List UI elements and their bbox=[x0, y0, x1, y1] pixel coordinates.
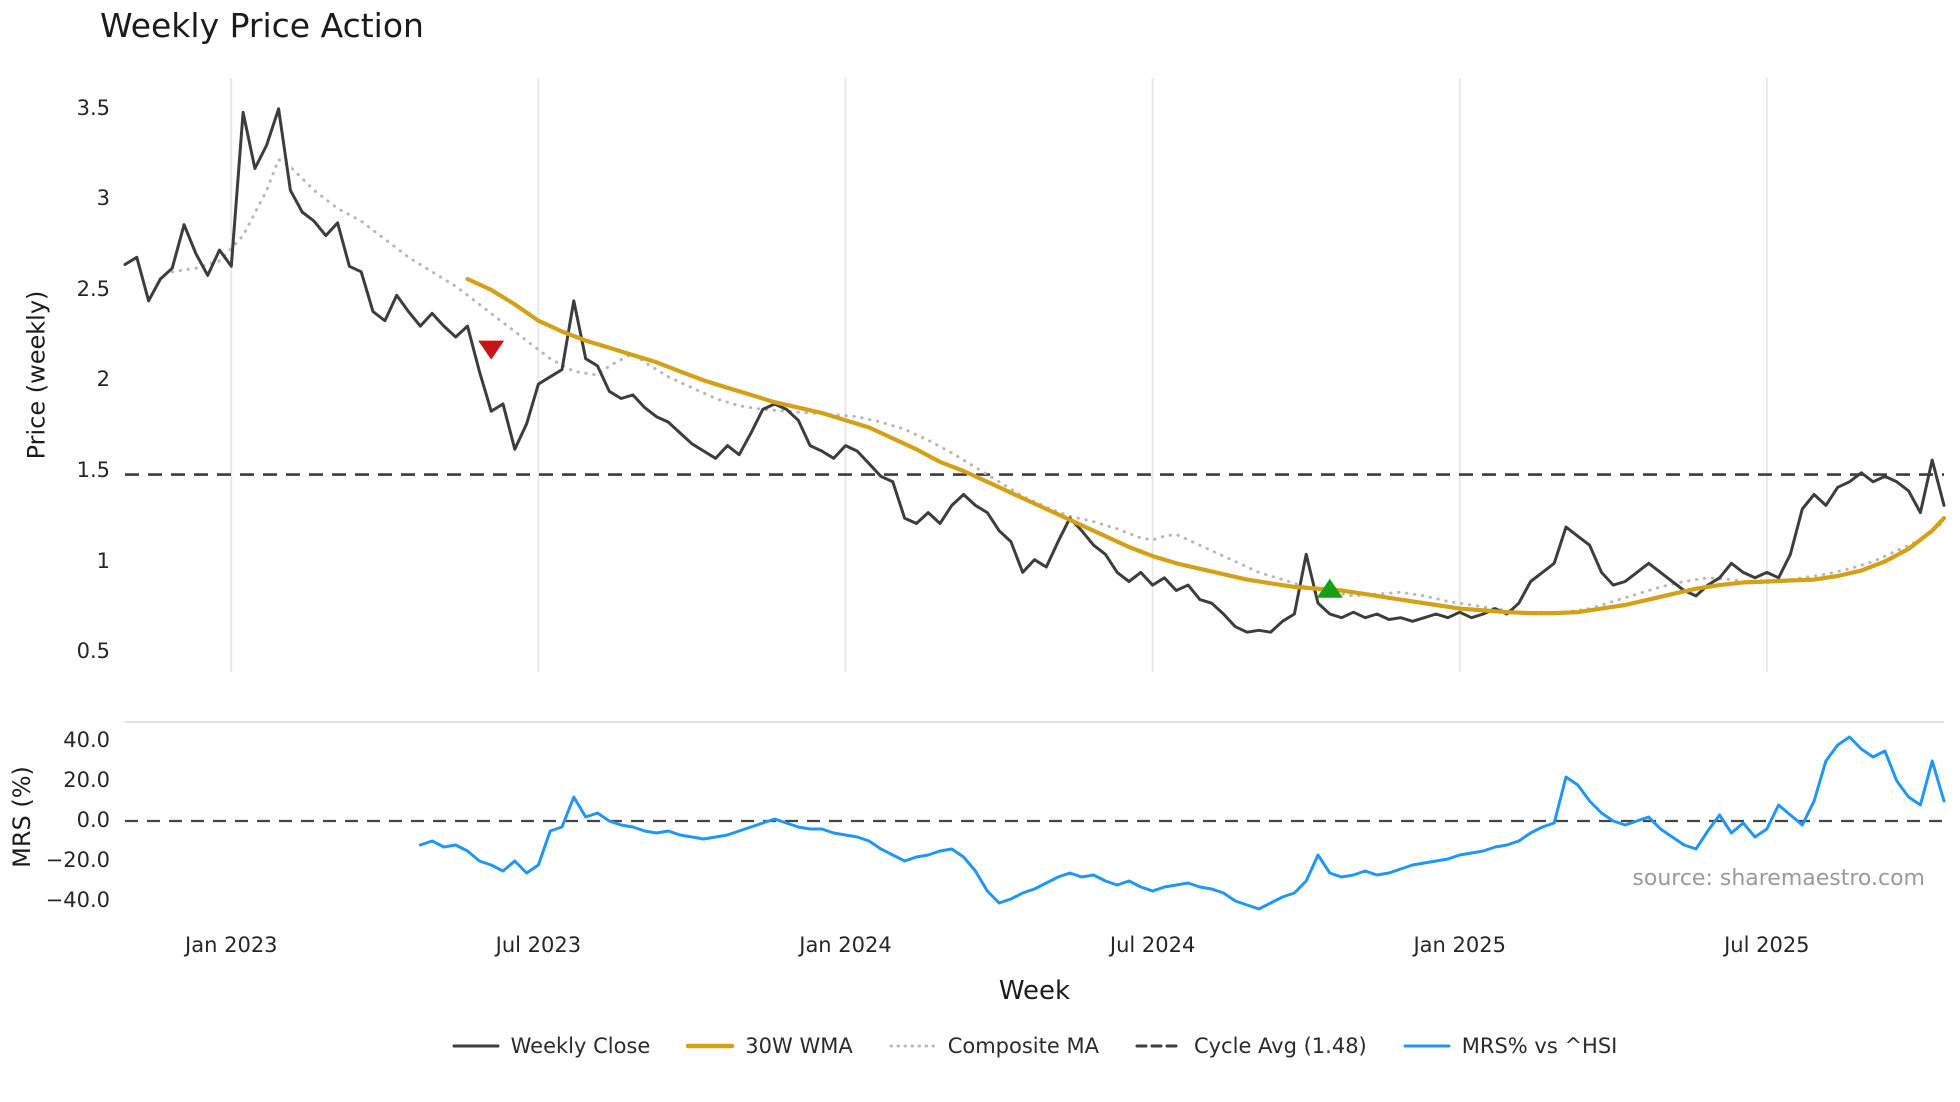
source-watermark: source: sharemaestro.com bbox=[1632, 866, 1925, 891]
price-ytick-3-5: 3.5 bbox=[76, 95, 110, 120]
price-ytick-labels: 3.5 3 2.5 2 1.5 1 0.5 bbox=[0, 0, 110, 1102]
series-composite-ma-line bbox=[170, 158, 1946, 616]
legend-item-weekly-close: Weekly Close bbox=[452, 1034, 651, 1058]
x-tick-labels: Jan 2023 Jul 2023 Jan 2024 Jul 2024 Jan 2025… bbox=[0, 933, 1960, 961]
buy-signal-marker-icon bbox=[1316, 578, 1343, 598]
legend-item-cycle-avg-1-48: Cycle Avg (1.48) bbox=[1135, 1034, 1367, 1058]
legend-item-30w-wma: 30W WMA bbox=[686, 1034, 853, 1058]
xtick-jan-2024: Jan 2024 bbox=[799, 933, 892, 957]
legend-label: Cycle Avg (1.48) bbox=[1193, 1034, 1367, 1058]
legend: Weekly Close 30W WMA Composite MA Cycle Avg… bbox=[125, 1034, 1944, 1058]
mrs-ytick-labels: 40.0 20.0 0.0 −20.0 −40.0 bbox=[0, 0, 110, 1102]
sell-signal-marker-icon bbox=[478, 340, 505, 360]
legend-swatch-composite-ma-icon bbox=[889, 1044, 937, 1048]
legend-label: MRS% vs ^HSI bbox=[1461, 1034, 1618, 1058]
price-ytick-1-5: 1.5 bbox=[76, 457, 110, 482]
xtick-jul-2025: Jul 2025 bbox=[1724, 933, 1810, 957]
legend-swatch-mrs-vs-hsi-icon bbox=[1403, 1044, 1451, 1048]
x-axis-label: Week bbox=[998, 976, 1071, 1006]
xtick-jul-2023: Jul 2023 bbox=[495, 933, 582, 957]
mrs-ytick-0-0: 0.0 bbox=[76, 808, 110, 832]
legend-label: Composite MA bbox=[947, 1034, 1099, 1058]
mrs-ytick-20-0: −20.0 bbox=[45, 848, 110, 872]
legend-swatch-cycle-avg-1-48-icon bbox=[1135, 1044, 1183, 1048]
chart-title: Weekly Price Action bbox=[100, 6, 424, 45]
legend-item-mrs-vs-hsi: MRS% vs ^HSI bbox=[1403, 1034, 1618, 1058]
legend-label: Weekly Close bbox=[510, 1034, 651, 1058]
price-ytick-2-5: 2.5 bbox=[76, 276, 110, 301]
legend-swatch-weekly-close-icon bbox=[452, 1044, 500, 1048]
mrs-ytick-20-0: 20.0 bbox=[63, 768, 110, 792]
price-ytick-2: 2 bbox=[96, 367, 110, 392]
xtick-jan-2025: Jan 2025 bbox=[1413, 933, 1506, 957]
legend-swatch-30w-wma-icon bbox=[686, 1043, 735, 1049]
xtick-jan-2023: Jan 2023 bbox=[185, 933, 278, 957]
series-mrs-vs-hsi-line bbox=[418, 735, 1946, 911]
legend-label: 30W WMA bbox=[745, 1034, 853, 1058]
legend-item-composite-ma: Composite MA bbox=[889, 1034, 1099, 1058]
price-ytick-1: 1 bbox=[96, 548, 110, 573]
price-ytick-0-5: 0.5 bbox=[76, 639, 110, 664]
mrs-ytick-40-0: 40.0 bbox=[63, 728, 110, 752]
series-30w-wma-line bbox=[465, 276, 1947, 616]
xtick-jul-2024: Jul 2024 bbox=[1109, 933, 1196, 957]
price-ytick-3: 3 bbox=[96, 186, 110, 211]
series-weekly-close-line bbox=[123, 107, 1946, 634]
mrs-ytick-40-0: −40.0 bbox=[45, 888, 110, 912]
